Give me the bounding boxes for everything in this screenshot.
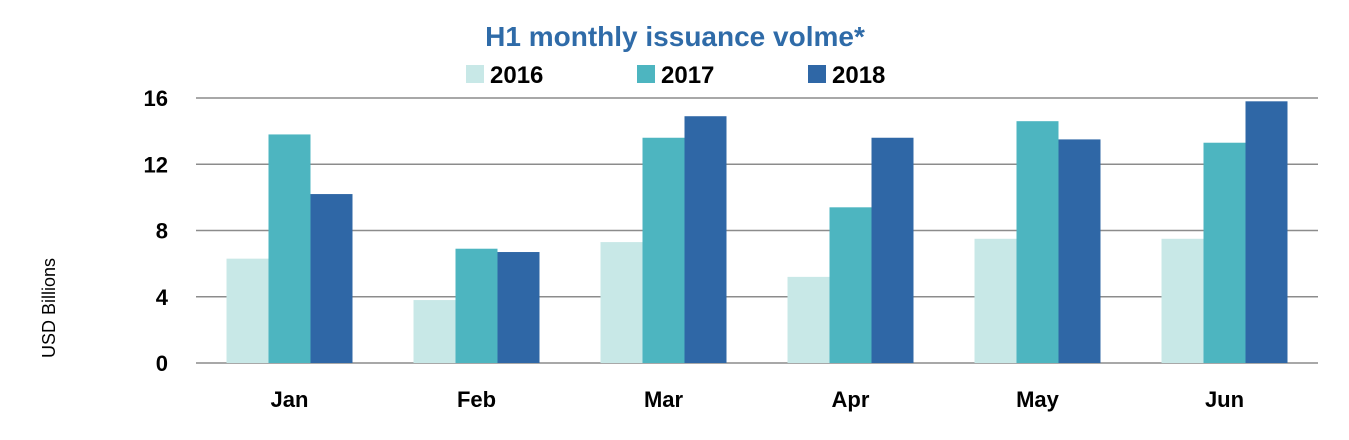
legend-label: 2018 — [832, 62, 885, 89]
y-axis-label: USD Billions — [39, 258, 59, 358]
bar-2018-Feb — [497, 252, 540, 363]
x-axis-categories: Jan Feb Mar Apr May Jun — [271, 387, 1245, 412]
bar-2017-Mar — [642, 137, 685, 363]
y-axis-ticks: 0 4 8 12 16 — [144, 86, 169, 376]
y-tick-label: 8 — [156, 219, 168, 244]
bar-2018-May — [1058, 139, 1101, 363]
bars — [226, 101, 1288, 363]
legend-swatch-2018 — [808, 65, 826, 83]
bar-2018-Mar — [684, 116, 727, 363]
bar-2017-Jan — [268, 134, 311, 363]
bar-2016-May — [974, 238, 1017, 363]
y-tick-label: 4 — [156, 285, 169, 310]
gridlines — [196, 97, 1318, 364]
x-category-label: Apr — [832, 387, 870, 412]
legend-swatch-2016 — [466, 65, 484, 83]
bar-2018-Jun — [1245, 101, 1288, 363]
y-tick-label: 12 — [144, 152, 168, 177]
chart-title: H1 monthly issuance volme* — [485, 21, 865, 52]
legend-label: 2016 — [490, 62, 543, 89]
bar-2016-Jan — [226, 258, 269, 363]
bar-2016-Apr — [787, 276, 830, 363]
bar-2017-Jun — [1203, 142, 1246, 363]
bar-2018-Apr — [871, 137, 914, 363]
x-category-label: May — [1016, 387, 1060, 412]
x-category-label: Jun — [1205, 387, 1244, 412]
bar-2017-May — [1016, 121, 1059, 363]
bar-2016-Jun — [1161, 238, 1204, 363]
bar-2016-Mar — [600, 242, 643, 363]
x-category-label: Mar — [644, 387, 684, 412]
bar-2017-Feb — [455, 248, 498, 363]
bar-2016-Feb — [413, 300, 456, 363]
legend-label: 2017 — [661, 62, 714, 89]
y-tick-label: 16 — [144, 86, 168, 111]
x-category-label: Feb — [457, 387, 496, 412]
x-category-label: Jan — [271, 387, 309, 412]
legend: 2016 2017 2018 — [466, 62, 885, 89]
y-tick-label: 0 — [156, 351, 168, 376]
bar-2017-Apr — [829, 207, 872, 363]
bar-2018-Jan — [310, 194, 353, 363]
legend-swatch-2017 — [637, 65, 655, 83]
